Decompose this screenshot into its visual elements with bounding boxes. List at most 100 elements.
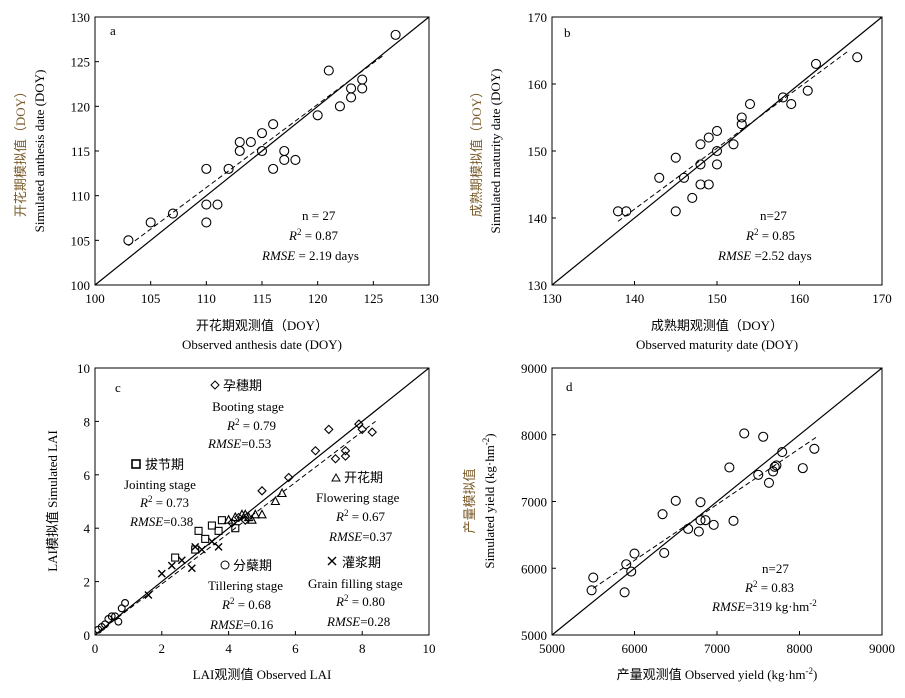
point-circle xyxy=(687,192,698,203)
point-circle xyxy=(588,572,599,583)
y-tick-label: 160 xyxy=(528,77,548,92)
x-tick-label: 130 xyxy=(419,291,439,306)
point-circle xyxy=(390,29,401,40)
point-circle xyxy=(744,99,756,110)
point-diamond xyxy=(324,424,334,435)
point-triangle xyxy=(240,509,251,519)
one-to-one-line xyxy=(551,16,883,286)
point-cross xyxy=(207,537,216,546)
grain-en: Grain filling stage xyxy=(308,576,403,591)
jointing-r2: R2 = 0.73 xyxy=(139,494,189,510)
point-circle xyxy=(256,145,268,157)
point-circle xyxy=(670,206,681,217)
point-square xyxy=(207,521,216,530)
point-diamond xyxy=(340,451,351,461)
panel-c-lai-scatter: 0 2 4 6 8 10 0 2 4 6 8 10 c 孕穗期 Booting stage R2 =… xyxy=(45,361,436,682)
y-tick-label: 7000 xyxy=(521,495,547,510)
y-tick-labels: 130 140 150 160 170 xyxy=(528,10,556,293)
point-circle xyxy=(768,466,779,477)
booting-rmse: RMSE=0.53 xyxy=(207,436,271,451)
grain-rmse: RMSE=0.28 xyxy=(326,614,390,629)
y-axis-label-en: Simulated maturity date (DOY) xyxy=(488,69,503,234)
point-circle xyxy=(619,587,630,598)
point-circle xyxy=(711,125,723,136)
point-circle xyxy=(786,99,797,110)
y-tick-label: 115 xyxy=(71,144,90,159)
x-tick-label: 120 xyxy=(308,291,328,306)
y-tick-label: 8 xyxy=(84,414,91,429)
stat-n: n=27 xyxy=(762,561,789,576)
x-tick-label: 8 xyxy=(359,641,366,656)
point-circle xyxy=(852,52,863,63)
panel-d-yield-scatter: 5000 6000 7000 8000 9000 5000 6000 7000 8000 900… xyxy=(462,361,895,682)
point-circle xyxy=(167,208,178,219)
point-circle xyxy=(145,217,156,228)
point-circle xyxy=(201,163,212,174)
x-tick-labels: 0 2 4 6 8 10 xyxy=(92,631,436,656)
point-circle xyxy=(659,547,670,558)
point-circle xyxy=(678,172,690,183)
stat-r2: R2 = 0.83 xyxy=(744,579,794,595)
y-tick-label: 9000 xyxy=(521,361,547,376)
y-axis-label-en: Simulated anthesis date (DOY) xyxy=(32,70,47,233)
y-tick-label: 4 xyxy=(84,521,91,536)
point-circle xyxy=(654,172,665,183)
point-circle xyxy=(223,163,234,174)
y-tick-label: 170 xyxy=(528,10,548,25)
point-square xyxy=(214,526,223,535)
point-circle xyxy=(695,497,706,508)
point-diamond xyxy=(257,486,267,496)
stat-r2: R2 = 0.87 xyxy=(288,227,339,243)
x-tick-labels: 5000 6000 7000 8000 9000 xyxy=(539,631,895,656)
booting-cn: 孕穗期 xyxy=(223,378,262,393)
flowering-en: Flowering stage xyxy=(316,490,400,505)
tillering-en: Tillering stage xyxy=(208,578,283,593)
panel-letter: d xyxy=(566,379,573,394)
x-tick-label: 130 xyxy=(542,291,562,306)
point-circle xyxy=(357,83,368,94)
regression-line xyxy=(617,50,850,222)
point-circle xyxy=(695,179,706,190)
point-circle xyxy=(323,65,334,76)
x-tick-label: 100 xyxy=(85,291,105,306)
jointing-cn: 拔节期 xyxy=(145,457,184,472)
point-circle xyxy=(695,515,706,526)
panel-b-maturity-scatter: 130 140 150 160 170 130 140 150 160 170 b n=27 R… xyxy=(469,10,892,352)
point-cross xyxy=(157,569,166,578)
x-axis-label-en: Observed anthesis date (DOY) xyxy=(182,337,342,352)
point-circle xyxy=(703,179,714,190)
x-tick-label: 6000 xyxy=(622,641,648,656)
y-axis-label-cn: 产量模拟值 xyxy=(462,468,477,533)
point-circle xyxy=(809,443,820,454)
point-diamond xyxy=(240,515,251,525)
x-tick-label: 8000 xyxy=(787,641,813,656)
x-tick-label: 7000 xyxy=(704,641,730,656)
point-circle xyxy=(107,612,116,621)
one-to-one-line xyxy=(94,367,430,636)
y-tick-labels: 0 2 4 6 8 10 xyxy=(77,361,99,643)
booting-en: Booting stage xyxy=(212,399,284,414)
x-tick-label: 115 xyxy=(252,291,271,306)
y-tick-label: 125 xyxy=(71,55,91,70)
point-square xyxy=(201,534,210,543)
stat-rmse: RMSE=319 kg·hm-2 xyxy=(711,598,817,614)
circle-legend-icon xyxy=(220,560,230,570)
point-circle xyxy=(728,139,739,150)
x-tick-label: 0 xyxy=(92,641,99,656)
point-circle xyxy=(802,85,813,96)
point-diamond xyxy=(310,445,321,456)
x-axis-label: LAI观测值 Observed LAI xyxy=(193,667,332,682)
annotation-jointing: 拔节期 Jointing stage R2 = 0.73 RMSE=0.38 xyxy=(124,457,196,529)
plot-frame xyxy=(94,367,430,636)
point-circle xyxy=(268,119,279,130)
y-tick-label: 10 xyxy=(77,361,90,376)
booting-r2: R2 = 0.79 xyxy=(226,417,276,433)
point-circle xyxy=(657,509,668,520)
point-cross xyxy=(187,564,196,573)
cross-legend-icon xyxy=(327,556,337,566)
tillering-rmse: RMSE=0.16 xyxy=(209,617,274,632)
jointing-rmse: RMSE=0.38 xyxy=(129,514,193,529)
y-tick-label: 6000 xyxy=(521,561,547,576)
y-tick-labels: 5000 6000 7000 8000 9000 xyxy=(521,361,556,643)
x-tick-label: 5000 xyxy=(539,641,565,656)
